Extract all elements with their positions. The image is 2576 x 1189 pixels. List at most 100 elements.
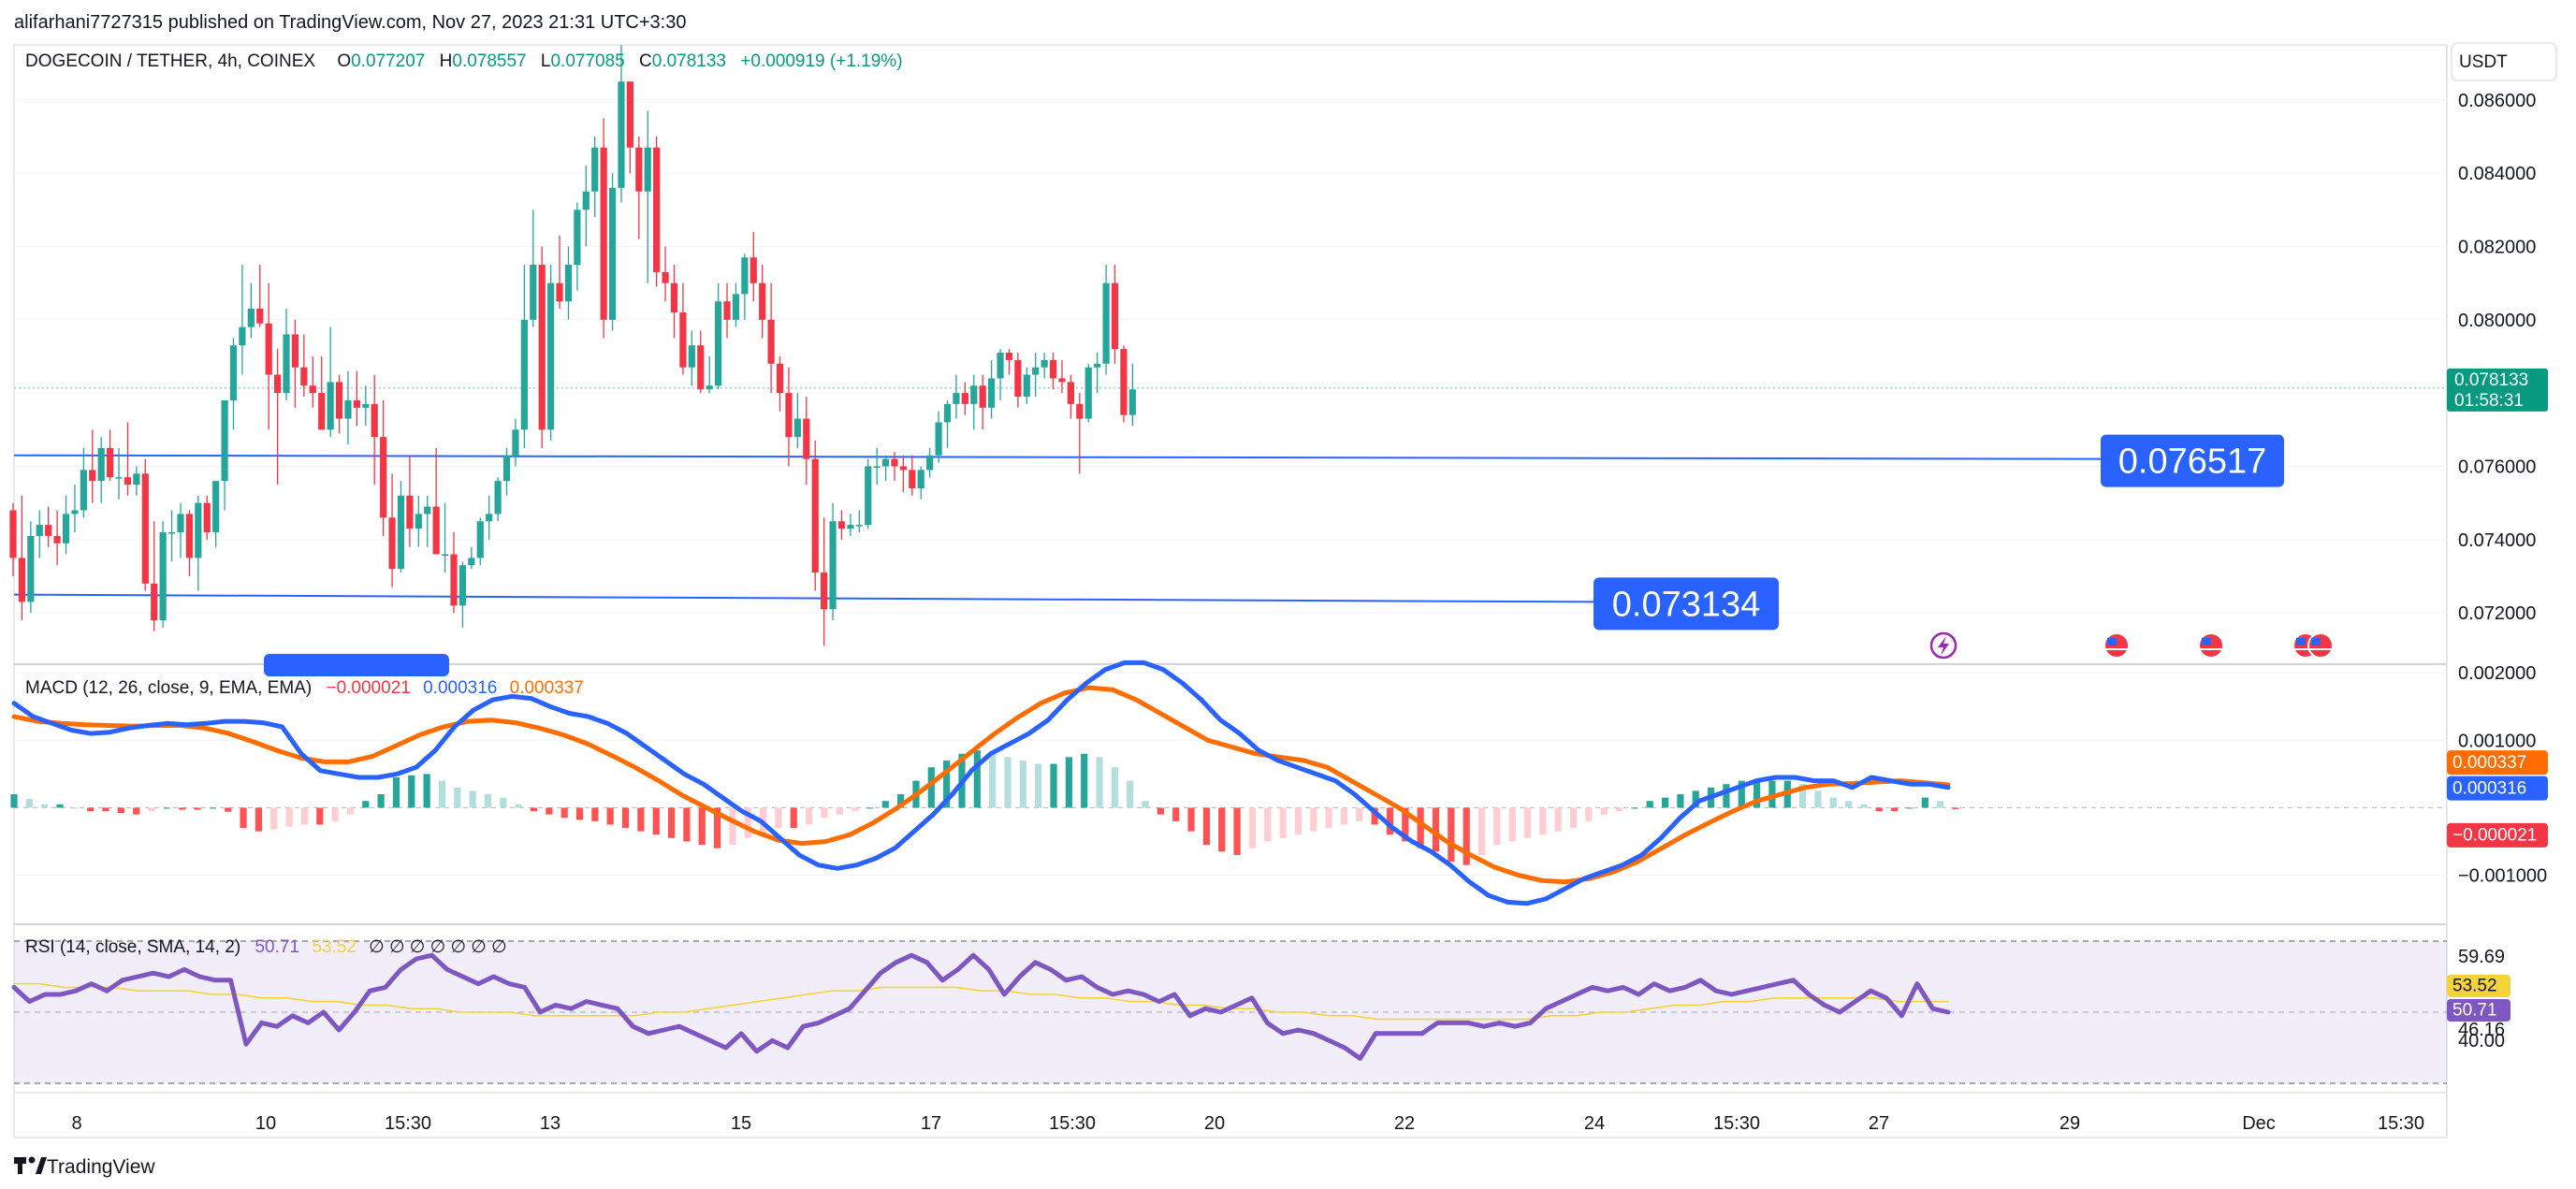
candle[interactable]: [891, 458, 898, 467]
candle[interactable]: [670, 283, 678, 312]
candle[interactable]: [415, 514, 422, 529]
candle[interactable]: [300, 367, 308, 386]
candle[interactable]: [564, 265, 573, 302]
candle[interactable]: [362, 403, 370, 408]
candle[interactable]: [424, 506, 431, 515]
candle[interactable]: [335, 382, 343, 419]
candle[interactable]: [1120, 349, 1128, 415]
candle[interactable]: [1058, 378, 1066, 383]
candle[interactable]: [239, 326, 246, 346]
candle[interactable]: [600, 147, 607, 320]
candle[interactable]: [935, 422, 942, 456]
candle[interactable]: [997, 353, 1004, 379]
candle[interactable]: [494, 481, 502, 515]
candle[interactable]: [917, 470, 924, 488]
candle[interactable]: [441, 554, 449, 556]
candle[interactable]: [979, 385, 986, 408]
candle[interactable]: [62, 514, 70, 544]
candle[interactable]: [185, 514, 193, 558]
candle[interactable]: [538, 265, 546, 430]
candle[interactable]: [1094, 363, 1101, 368]
candle[interactable]: [759, 283, 766, 320]
currency-button[interactable]: [2451, 42, 2557, 81]
candle[interactable]: [547, 283, 555, 430]
candle[interactable]: [203, 502, 211, 532]
candle[interactable]: [141, 473, 149, 584]
candle[interactable]: [1014, 359, 1022, 398]
candle[interactable]: [159, 531, 167, 620]
candle[interactable]: [406, 495, 414, 529]
candle[interactable]: [388, 517, 396, 570]
candle[interactable]: [943, 403, 952, 423]
candle[interactable]: [115, 477, 123, 479]
candle[interactable]: [618, 81, 625, 188]
candle[interactable]: [644, 147, 651, 192]
candle[interactable]: [36, 525, 43, 536]
us-flag-icon[interactable]: [2103, 632, 2130, 659]
candle[interactable]: [53, 535, 61, 544]
level-label-box[interactable]: [1594, 577, 1779, 631]
candle[interactable]: [608, 187, 617, 320]
candle[interactable]: [221, 399, 228, 482]
candle[interactable]: [327, 382, 334, 430]
candle[interactable]: [167, 531, 176, 534]
candle[interactable]: [177, 514, 184, 532]
candle[interactable]: [723, 301, 731, 320]
candle[interactable]: [732, 294, 740, 320]
candle[interactable]: [635, 147, 643, 192]
candle[interactable]: [653, 147, 661, 272]
candle[interactable]: [476, 521, 484, 558]
candle[interactable]: [688, 345, 695, 368]
candle[interactable]: [662, 271, 669, 283]
candle[interactable]: [502, 455, 511, 482]
candle[interactable]: [847, 525, 854, 529]
candle[interactable]: [953, 393, 960, 404]
candle[interactable]: [1067, 382, 1074, 404]
candle[interactable]: [256, 309, 264, 324]
candle[interactable]: [881, 458, 890, 467]
candle[interactable]: [371, 403, 378, 438]
candle[interactable]: [458, 565, 467, 606]
candle[interactable]: [344, 399, 352, 419]
candle[interactable]: [9, 510, 17, 558]
candle[interactable]: [89, 470, 96, 482]
level-line-low[interactable]: [13, 593, 1594, 603]
candle[interactable]: [970, 385, 978, 404]
candle[interactable]: [27, 535, 35, 602]
candle[interactable]: [397, 495, 405, 570]
candle[interactable]: [829, 521, 837, 610]
candle[interactable]: [926, 455, 934, 471]
candle[interactable]: [1084, 367, 1092, 419]
candle[interactable]: [229, 345, 238, 400]
candle[interactable]: [283, 334, 290, 394]
candle[interactable]: [706, 385, 713, 390]
candle[interactable]: [512, 429, 519, 456]
candle[interactable]: [988, 378, 996, 408]
candle[interactable]: [1032, 367, 1040, 375]
candle[interactable]: [107, 447, 114, 478]
candle[interactable]: [450, 554, 458, 606]
symbol-legend[interactable]: DOGECOIN / TETHER, 4h, COINEX O0.077207 …: [25, 51, 903, 71]
us-flag-icon[interactable]: [2307, 632, 2334, 659]
macd-legend[interactable]: MACD (12, 26, close, 9, EMA, EMA) −0.000…: [25, 678, 584, 698]
candle[interactable]: [133, 473, 140, 486]
candle[interactable]: [1049, 359, 1057, 379]
candle[interactable]: [750, 257, 757, 283]
candle[interactable]: [247, 309, 255, 327]
candle[interactable]: [741, 257, 749, 295]
candle[interactable]: [1128, 389, 1136, 415]
candle[interactable]: [97, 447, 105, 482]
candle[interactable]: [899, 466, 908, 471]
candle[interactable]: [124, 477, 132, 486]
candle[interactable]: [855, 525, 863, 527]
candle[interactable]: [803, 418, 810, 459]
candle[interactable]: [353, 399, 360, 408]
candle[interactable]: [309, 385, 316, 394]
candle[interactable]: [776, 363, 784, 394]
candle[interactable]: [865, 466, 872, 526]
candle[interactable]: [873, 466, 880, 468]
candle[interactable]: [530, 265, 537, 320]
candle[interactable]: [520, 319, 528, 430]
candle[interactable]: [837, 521, 846, 529]
